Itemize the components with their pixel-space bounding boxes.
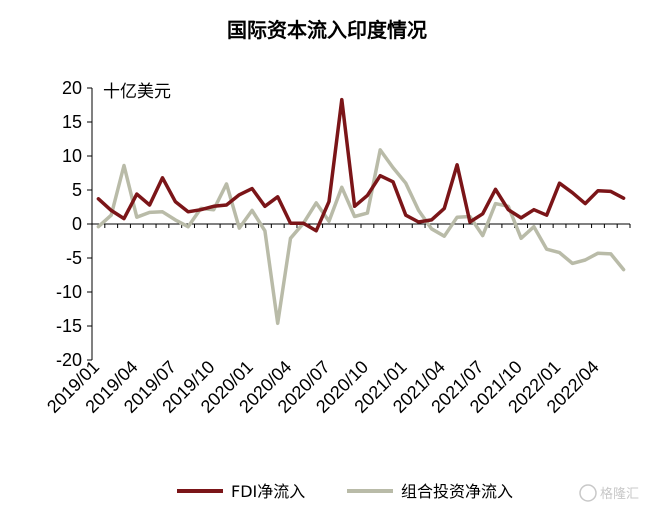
y-tick-label: 5 bbox=[72, 180, 82, 200]
legend-label: FDI净流入 bbox=[231, 482, 305, 501]
watermark-logo-icon bbox=[579, 484, 597, 502]
y-tick-label: -20 bbox=[56, 350, 82, 370]
y-tick-label: -10 bbox=[56, 282, 82, 302]
watermark: 格隆汇 bbox=[579, 484, 639, 502]
x-axis: 2019/012019/042019/072019/102020/012020/… bbox=[43, 223, 631, 417]
y-tick-label: -15 bbox=[56, 316, 82, 336]
y-tick-label: 10 bbox=[62, 146, 82, 166]
series-line-fdi bbox=[96, 97, 626, 233]
y-axis: 20 15 10 5 0 -5 -10 -15 -20 bbox=[56, 78, 93, 370]
series-line-portfolio bbox=[96, 148, 626, 326]
chart-title: 国际资本流入印度情况 bbox=[227, 18, 427, 42]
y-tick-label: 20 bbox=[62, 78, 82, 98]
watermark-text: 格隆汇 bbox=[600, 486, 639, 502]
y-tick-label: 15 bbox=[62, 112, 82, 132]
series-layer bbox=[96, 97, 626, 326]
legend-label: 组合投资净流入 bbox=[401, 482, 513, 501]
y-tick-label: -5 bbox=[66, 248, 82, 268]
legend: FDI净流入 组合投资净流入 bbox=[177, 482, 513, 501]
y-tick-label: 0 bbox=[72, 214, 82, 234]
unit-label: 十亿美元 bbox=[103, 82, 171, 102]
